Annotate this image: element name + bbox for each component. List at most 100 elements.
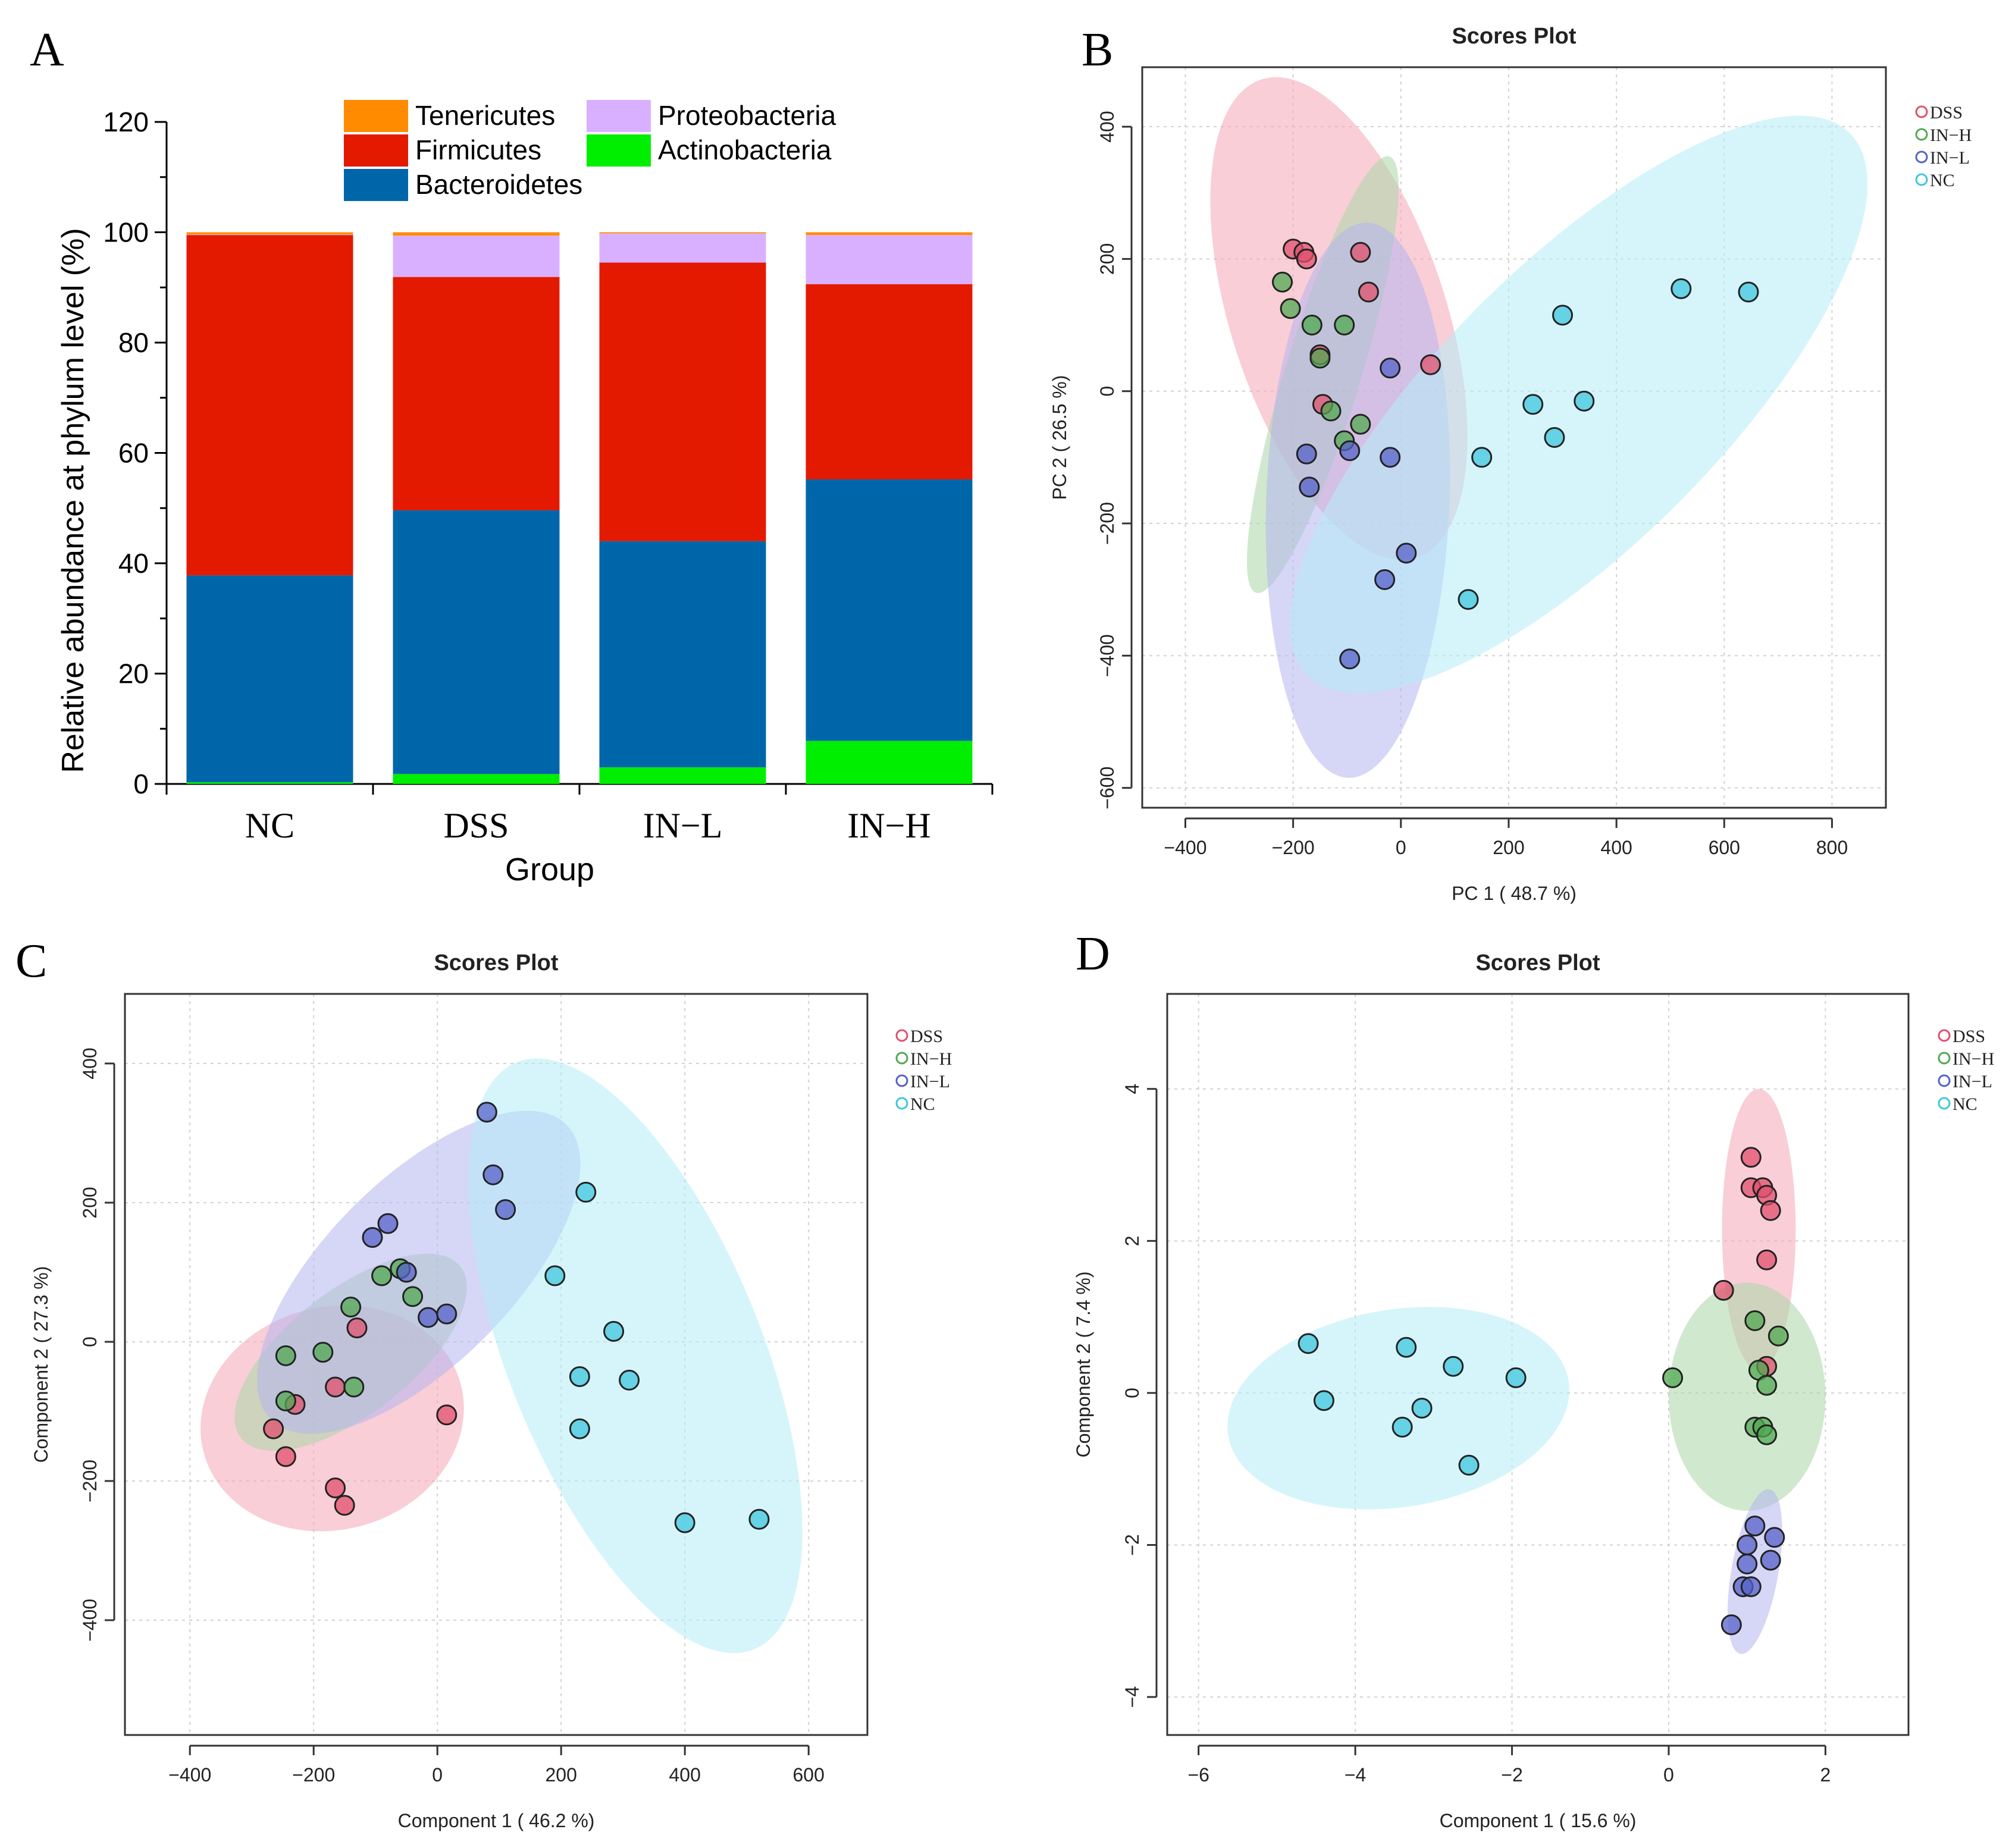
panel-label-a: A [30, 24, 64, 76]
legend-marker-dss [1938, 1029, 1951, 1042]
point-in-h-5 [312, 1342, 334, 1363]
x-axis-title: Component 1 ( 46.2 %) [398, 1810, 595, 1831]
confidence-ellipse-nc [1227, 1307, 1569, 1510]
legend-label-nc: NC [1953, 1094, 1977, 1114]
x-tick-label: 200 [546, 1764, 577, 1786]
legend-label-dss: DSS [1930, 103, 1963, 123]
point-in-h-4 [1334, 315, 1355, 336]
y-tick-label: 400 [1096, 111, 1118, 142]
y-tick-label: −4 [1121, 1686, 1143, 1708]
point-dss-6 [1756, 1249, 1778, 1270]
legend-label-tenericutes: Tenericutes [415, 100, 555, 131]
x-tick-label: −2 [1501, 1764, 1522, 1786]
x-tick-label: −200 [292, 1764, 335, 1786]
point-nc-1 [1298, 1333, 1319, 1354]
point-dss-5 [1358, 281, 1379, 303]
point-nc-7 [674, 1512, 695, 1533]
point-in-h-3 [402, 1286, 424, 1307]
y-axis-title: Relative abundance at phylum level (%) [56, 228, 90, 773]
point-nc-5 [1574, 390, 1595, 412]
x-tick-label: 200 [1493, 837, 1524, 858]
x-tick-label: 400 [669, 1764, 701, 1786]
y-tick-label: 400 [79, 1047, 101, 1079]
legend-label-in-h: IN−H [1953, 1049, 1994, 1069]
point-in-l-5 [362, 1226, 383, 1248]
confidence-ellipse-nc [468, 1058, 803, 1654]
y-tick-label: −2 [1121, 1534, 1143, 1555]
panel-label-b: B [1082, 24, 1113, 76]
point-in-h-8 [275, 1390, 296, 1411]
legend-marker-in-h [1938, 1052, 1951, 1065]
y-tick-label: 60 [118, 438, 149, 469]
legend-label-nc: NC [910, 1094, 935, 1114]
point-dss-5 [275, 1446, 296, 1467]
y-tick-label: 100 [103, 217, 149, 248]
legend-marker-in-h [895, 1052, 908, 1065]
y-tick-label: 120 [103, 106, 149, 137]
point-in-h-2 [371, 1265, 393, 1287]
point-in-h-2 [1744, 1310, 1766, 1332]
panel-label-c: C [15, 935, 47, 987]
legend-label-in-l: IN−L [910, 1072, 950, 1091]
point-nc-8 [1458, 589, 1479, 610]
y-axis-title: Component 2 ( 7.4 %) [1073, 1271, 1094, 1457]
bar-proteobacteria-nc [186, 234, 353, 236]
x-tick-label: −6 [1187, 1764, 1209, 1786]
legend-swatch-bacteroidetes [344, 169, 408, 201]
ellipse-layer [1227, 1088, 1826, 1654]
legend-label-proteobacteria: Proteobacteria [658, 100, 836, 131]
point-dss-8 [436, 1404, 457, 1426]
bar-proteobacteria-in-l [599, 233, 766, 263]
legend-label-nc: NC [1930, 171, 1955, 190]
point-nc-4 [1505, 1367, 1527, 1388]
bar-tenericutes-dss [393, 232, 560, 236]
bar-proteobacteria-in-h [806, 235, 973, 284]
bar-actinobacteria-in-l [599, 767, 766, 784]
point-nc-5 [1313, 1390, 1334, 1411]
point-in-l-8 [436, 1303, 457, 1325]
point-in-h-8 [1756, 1424, 1778, 1445]
chart-title: Scores Plot [1475, 950, 1600, 975]
x-tick-label: 600 [793, 1764, 825, 1786]
bar-tenericutes-in-l [599, 232, 766, 234]
x-tick-label: −400 [168, 1764, 211, 1786]
chart-title: Scores Plot [1452, 24, 1576, 49]
legend-label-in-h: IN−H [910, 1049, 952, 1069]
point-nc-4 [1522, 394, 1544, 415]
point-dss-8 [1420, 354, 1441, 375]
point-in-h-5 [1756, 1375, 1778, 1396]
legend-label-in-l: IN−L [1953, 1072, 1992, 1091]
point-in-l-8 [1720, 1614, 1742, 1636]
x-tick-label: −400 [1164, 837, 1206, 858]
x-tick-label: 400 [1600, 837, 1632, 858]
legend-label-dss: DSS [1953, 1027, 1985, 1046]
legend-label-in-h: IN−H [1930, 125, 1972, 145]
y-tick-label: 0 [79, 1336, 101, 1347]
point-nc-5 [619, 1369, 640, 1391]
legend-marker-nc [1938, 1097, 1951, 1110]
legend-label-bacteroidetes: Bacteroidetes [415, 169, 582, 200]
point-in-h-2 [1280, 298, 1301, 319]
y-tick-label: 0 [1121, 1388, 1143, 1398]
point-in-h-6 [275, 1345, 296, 1366]
x-tick-label: −4 [1345, 1764, 1366, 1786]
point-nc-6 [569, 1418, 590, 1439]
legend-marker-nc [1915, 173, 1928, 186]
point-dss-2 [325, 1376, 346, 1398]
legend-swatch-firmicutes [344, 134, 408, 167]
point-in-l-5 [1760, 1549, 1781, 1571]
point-in-l-2 [482, 1164, 504, 1185]
legend-swatch-tenericutes [344, 100, 408, 132]
point-dss-3 [1296, 248, 1317, 269]
point-dss-6 [325, 1477, 346, 1499]
point-dss-5 [1760, 1200, 1781, 1221]
x-tick-label-in-l: IN−L [643, 806, 723, 845]
point-nc-1 [575, 1181, 597, 1203]
legend-marker-in-l [1915, 150, 1928, 164]
point-nc-2 [1738, 281, 1759, 303]
point-in-l-3 [1299, 476, 1320, 498]
x-tick-label: 0 [1663, 1764, 1674, 1786]
y-tick-label: −200 [79, 1460, 101, 1502]
point-nc-3 [603, 1320, 625, 1342]
x-tick-label-nc: NC [245, 806, 294, 845]
